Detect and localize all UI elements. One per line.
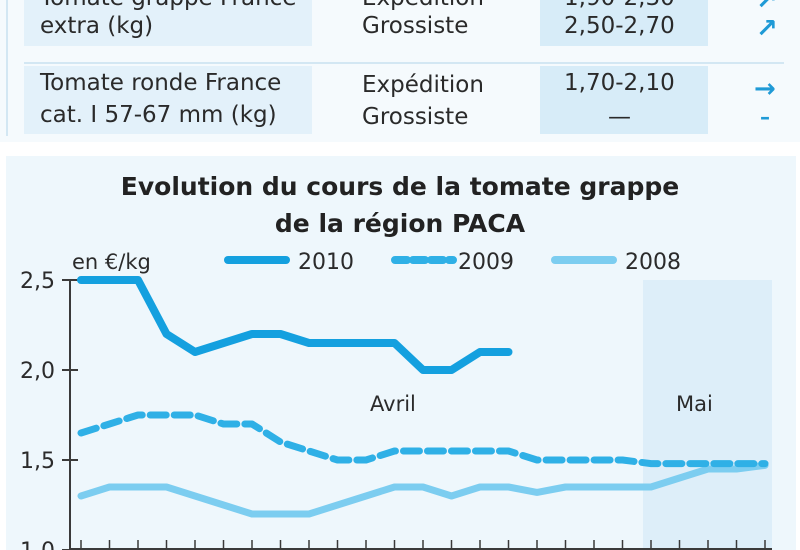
product-cell: Tomate ronde France cat. I 57-67 mm (kg) [24,66,312,134]
up-trend-icon: ↗ [756,0,778,16]
price-table: Tomate grappe France extra (kg) Expéditi… [0,0,800,142]
trend-cell: ↗ ↗ [708,0,784,46]
product-name: Tomate grappe France [40,0,296,14]
product-name: Tomate ronde France [40,70,282,96]
y-tick-label: 2,0 [20,359,55,384]
y-axis-label: en €/kg [72,250,151,274]
product-detail: extra (kg) [40,13,154,39]
chart-subtitle: de la région PACA [274,209,526,238]
trend-cell: → – [708,66,784,134]
price-grossiste: — [608,104,631,130]
mai-period-band [643,280,772,550]
price-cell: 1,90-2,30 2,50-2,70 [540,0,708,46]
y-tick-label: 2,5 [20,269,55,294]
mode-expedition: Expédition [362,0,484,14]
y-tick-label: 1,0 [20,539,55,550]
mode-cell: Expédition Grossiste [360,66,540,134]
mode-grossiste: Grossiste [362,104,469,130]
stable-trend-icon: → [754,74,776,104]
chart-title: Evolution du cours de la tomate grappe [120,172,680,201]
period-label-avril: Avril [370,392,416,416]
y-tick-label: 1,5 [20,449,55,474]
price-expedition: 1,70-2,10 [564,70,675,96]
period-label-mai: Mai [676,392,713,416]
none-trend-icon: – [760,105,770,129]
price-cell: 1,70-2,10 — [540,66,708,134]
mode-expedition: Expédition [362,72,484,98]
mode-cell: Expédition Grossiste [360,0,540,46]
row-divider [24,62,784,64]
series-line-2010 [77,276,513,374]
series-line-2008 [77,461,769,518]
legend-label-2009: 2009 [458,250,514,275]
up-trend-icon: ↗ [756,14,778,44]
mode-grossiste: Grossiste [362,13,469,39]
legend-label-2008: 2008 [625,250,681,275]
table-row: Tomate grappe France extra (kg) Expéditi… [24,0,784,46]
legend-label-2010: 2010 [298,250,354,275]
price-grossiste: 2,50-2,70 [564,13,675,39]
price-expedition: 1,90-2,30 [564,0,675,14]
table-left-border [6,0,8,136]
table-row: Tomate ronde France cat. I 57-67 mm (kg)… [24,66,784,134]
product-cell: Tomate grappe France extra (kg) [24,0,312,46]
product-detail: cat. I 57-67 mm (kg) [40,102,277,128]
series-line-2009 [77,411,769,468]
